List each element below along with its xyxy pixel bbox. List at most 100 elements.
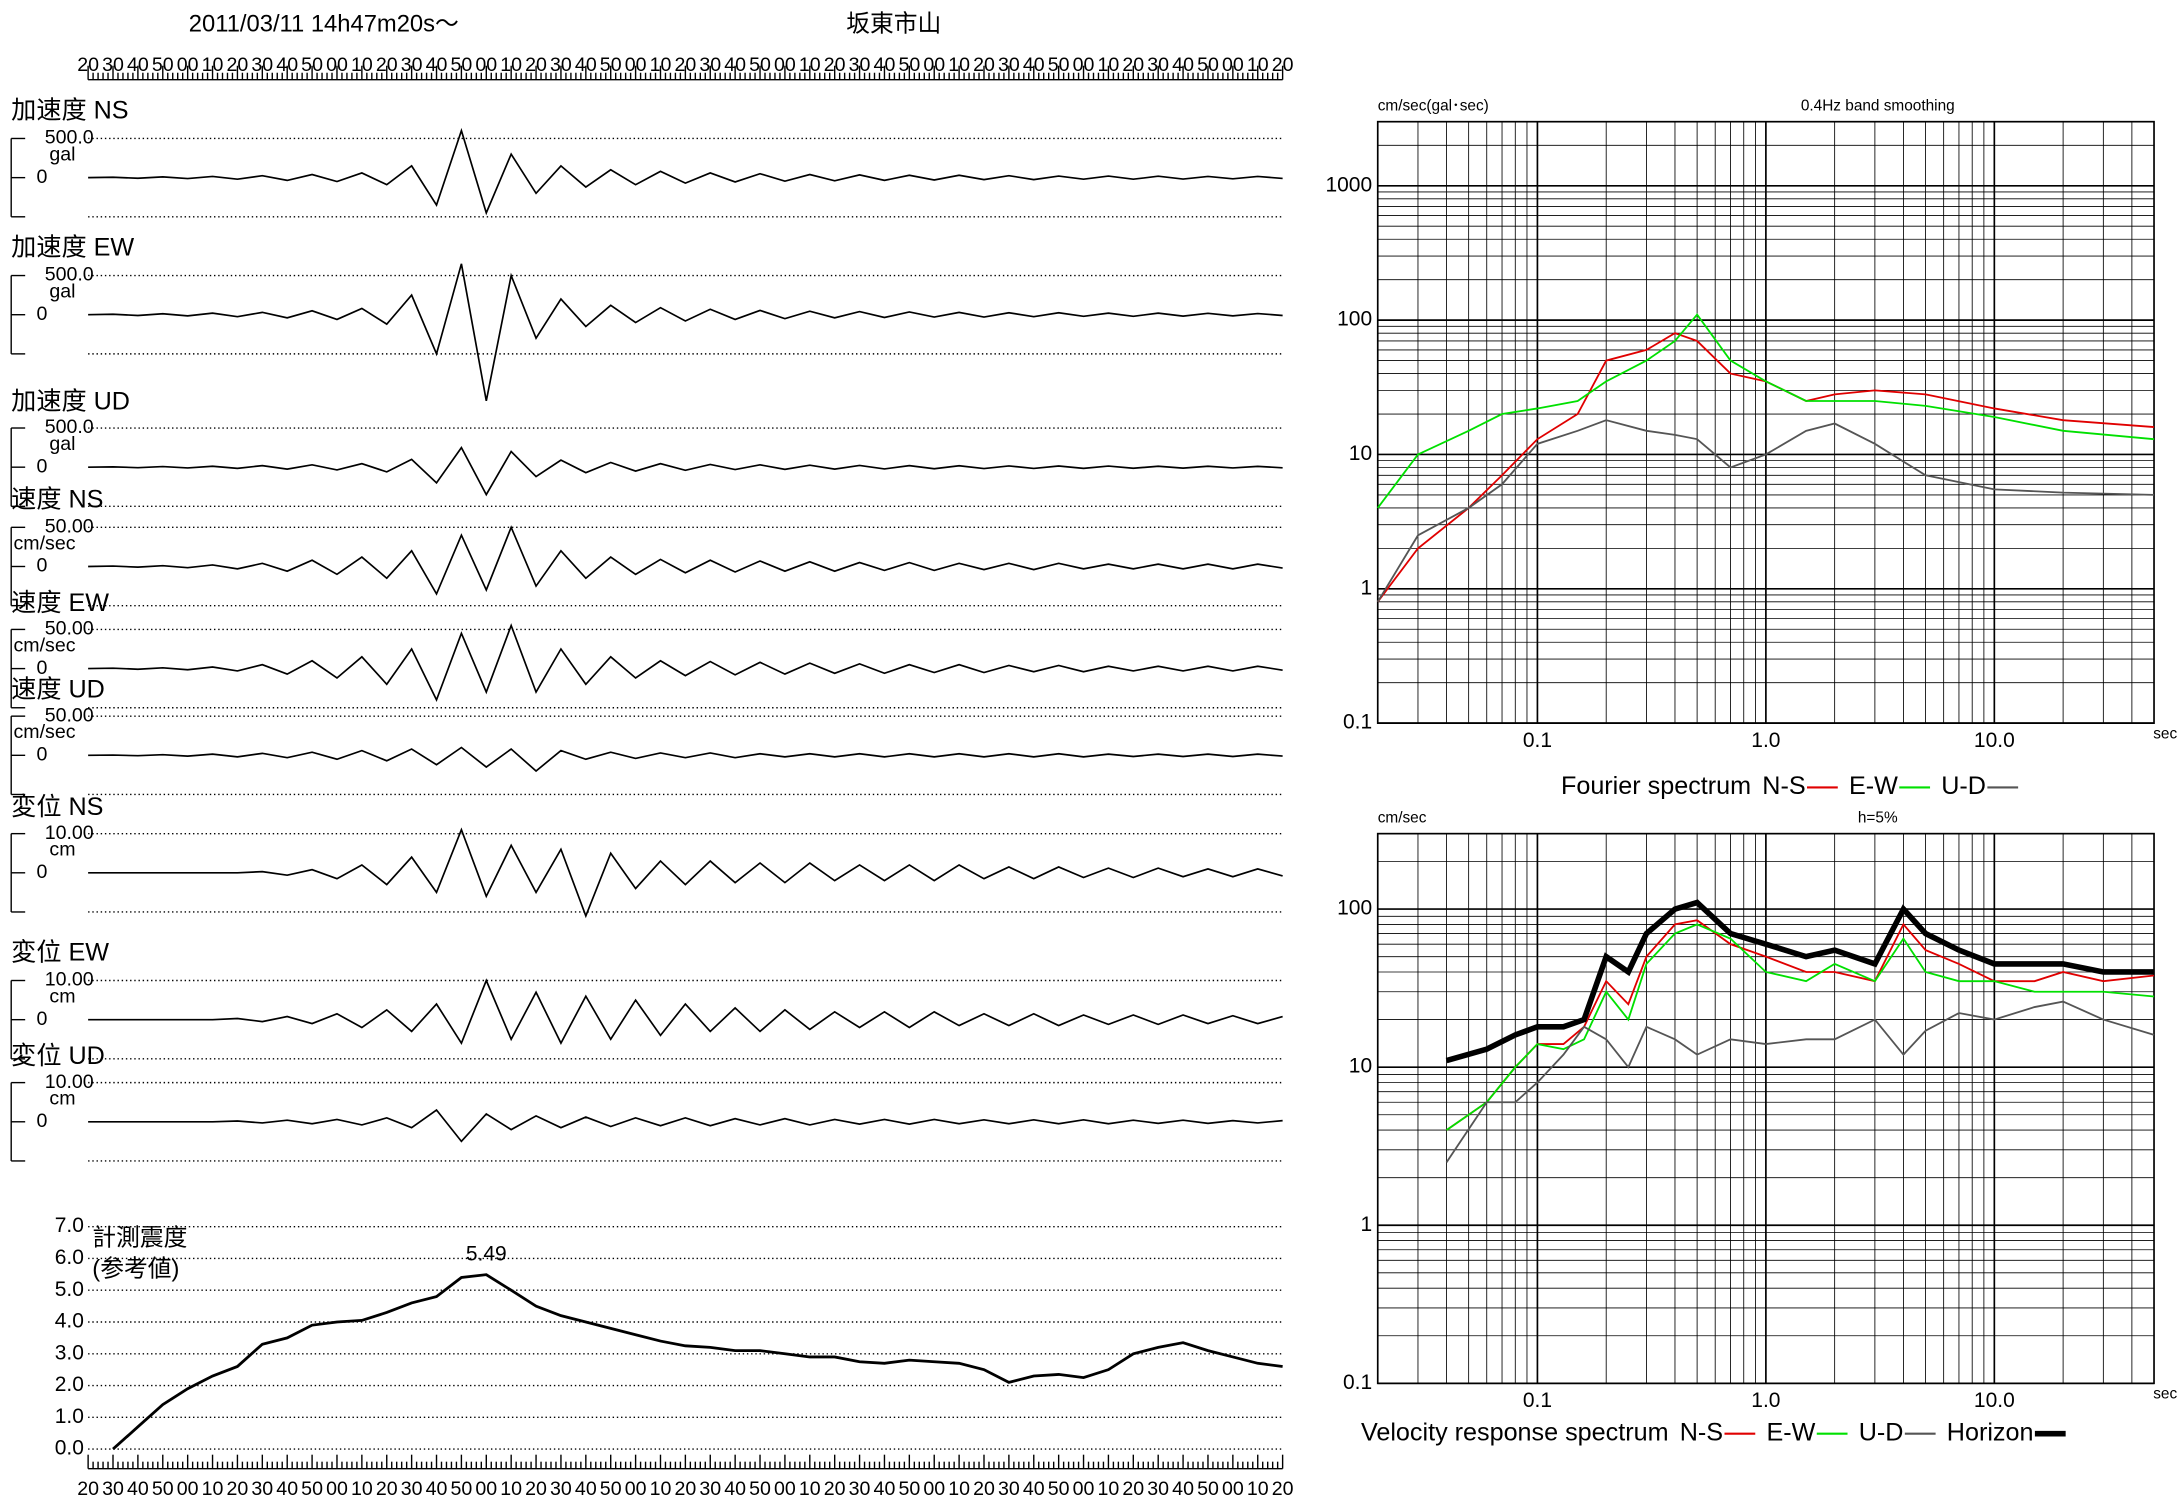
legend-label: N-S (1680, 1418, 1723, 1446)
scale-label: 50.00 (45, 515, 94, 537)
time-tick-label: 20 (376, 54, 398, 76)
zero-label: 0 (37, 555, 48, 577)
time-tick-label: 20 (376, 1478, 398, 1500)
time-tick-label: 20 (525, 1478, 547, 1500)
time-tick-label: 30 (998, 54, 1020, 76)
waveform (88, 127, 1283, 216)
y-tick-label: 4.0 (55, 1310, 84, 1333)
x-tick-label: 1.0 (1751, 729, 1780, 752)
time-tick-label: 10 (1247, 1478, 1269, 1500)
unit-label: gal (49, 433, 75, 455)
y-tick-label: 6.0 (55, 1246, 84, 1269)
time-tick-label: 00 (774, 54, 796, 76)
panel-label: 変位 UD (11, 1042, 105, 1070)
time-tick-label: 50 (152, 1478, 174, 1500)
unit-label: cm (49, 1088, 75, 1110)
time-tick-label: 50 (301, 54, 323, 76)
time-tick-label: 30 (401, 1478, 423, 1500)
scale-label: 500.0 (45, 264, 94, 286)
waveform (88, 827, 1283, 919)
y-tick-label: 1 (1360, 1213, 1372, 1236)
time-tick-label: 10 (948, 1478, 970, 1500)
station: 坂東市山 (846, 10, 941, 37)
time-tick-label: 10 (948, 54, 970, 76)
scale-label: 10.00 (45, 969, 94, 991)
scale-label: 50.00 (45, 618, 94, 640)
time-tick-label: 40 (1023, 54, 1045, 76)
legend-label: E-W (1849, 772, 1898, 800)
time-tick-label: 50 (898, 1478, 920, 1500)
y-tick-label: 0.0 (55, 1437, 84, 1460)
spectrum-line (1377, 313, 2155, 509)
time-tick-label: 20 (824, 1478, 846, 1500)
scale-label: 10.00 (45, 1071, 94, 1093)
time-tick-label: 00 (177, 54, 199, 76)
panel-label: 変位 NS (11, 793, 103, 821)
time-tick-label: 50 (1048, 54, 1070, 76)
unit-label: cm/sec (14, 634, 76, 656)
time-tick-label: 00 (475, 54, 497, 76)
time-tick-label: 20 (1122, 54, 1144, 76)
time-tick-label: 40 (276, 54, 298, 76)
chart-subtitle: 0.4Hz band smoothing (1801, 97, 1955, 114)
time-tick-label: 50 (749, 54, 771, 76)
waveform (88, 263, 1283, 402)
waveform (88, 1108, 1283, 1143)
unit-label: cm/sec (14, 532, 76, 554)
time-tick-label: 50 (1197, 1478, 1219, 1500)
spectrum-line (1445, 899, 2155, 1064)
time-tick-label: 00 (625, 1478, 647, 1500)
waveform (88, 746, 1283, 773)
time-tick-label: 00 (774, 1478, 796, 1500)
time-tick-label: 50 (600, 54, 622, 76)
plot-frame (1376, 832, 2155, 1385)
time-tick-label: 10 (650, 1478, 672, 1500)
time-tick-label: 50 (898, 54, 920, 76)
time-tick-label: 40 (127, 1478, 149, 1500)
spectrum-line (1445, 1000, 2155, 1163)
time-tick-label: 10 (799, 1478, 821, 1500)
time-tick-label: 00 (475, 1478, 497, 1500)
zero-label: 0 (37, 743, 48, 765)
y-tick-label: 1.0 (55, 1405, 84, 1428)
time-tick-label: 00 (326, 54, 348, 76)
legend-label: E-W (1766, 1418, 1815, 1446)
time-tick-label: 30 (550, 1478, 572, 1500)
time-tick-label: 20 (227, 54, 249, 76)
waveform (88, 525, 1283, 596)
time-tick-label: 40 (874, 54, 896, 76)
y-tick-label: 10 (1349, 1055, 1372, 1078)
time-tick-label: 00 (923, 1478, 945, 1500)
panel-label: 加速度 EW (11, 234, 134, 262)
time-tick-label: 40 (724, 1478, 746, 1500)
time-tick-label: 00 (177, 1478, 199, 1500)
unit-label: gal (49, 281, 75, 303)
time-tick-label: 10 (351, 54, 373, 76)
time-tick-label: 20 (674, 54, 696, 76)
time-tick-label: 50 (152, 54, 174, 76)
time-tick-label: 40 (276, 1478, 298, 1500)
waveform (88, 445, 1283, 497)
intensity-line (112, 1273, 1283, 1451)
time-tick-label: 30 (102, 54, 124, 76)
time-tick-label: 10 (351, 1478, 373, 1500)
time-tick-label: 50 (1048, 1478, 1070, 1500)
spectrum-line (1445, 919, 2155, 1131)
time-tick-label: 30 (251, 1478, 273, 1500)
panel-label: 速度 NS (11, 485, 103, 513)
y-tick-label: 5.0 (55, 1278, 84, 1301)
time-tick-label: 30 (102, 1478, 124, 1500)
time-tick-label: 30 (849, 54, 871, 76)
y-tick-label: 1000 (1325, 173, 1372, 196)
time-tick-label: 30 (998, 1478, 1020, 1500)
time-tick-label: 30 (401, 54, 423, 76)
spectrum-line (1445, 923, 2155, 1131)
plot-frame (1376, 120, 2155, 724)
scale-label: 500.0 (45, 416, 94, 438)
time-tick-label: 40 (724, 54, 746, 76)
y-tick-label: 1 (1360, 576, 1372, 599)
time-tick-label: 20 (1272, 1478, 1294, 1500)
time-tick-label: 10 (1098, 1478, 1120, 1500)
scale-label: 10.00 (45, 822, 94, 844)
